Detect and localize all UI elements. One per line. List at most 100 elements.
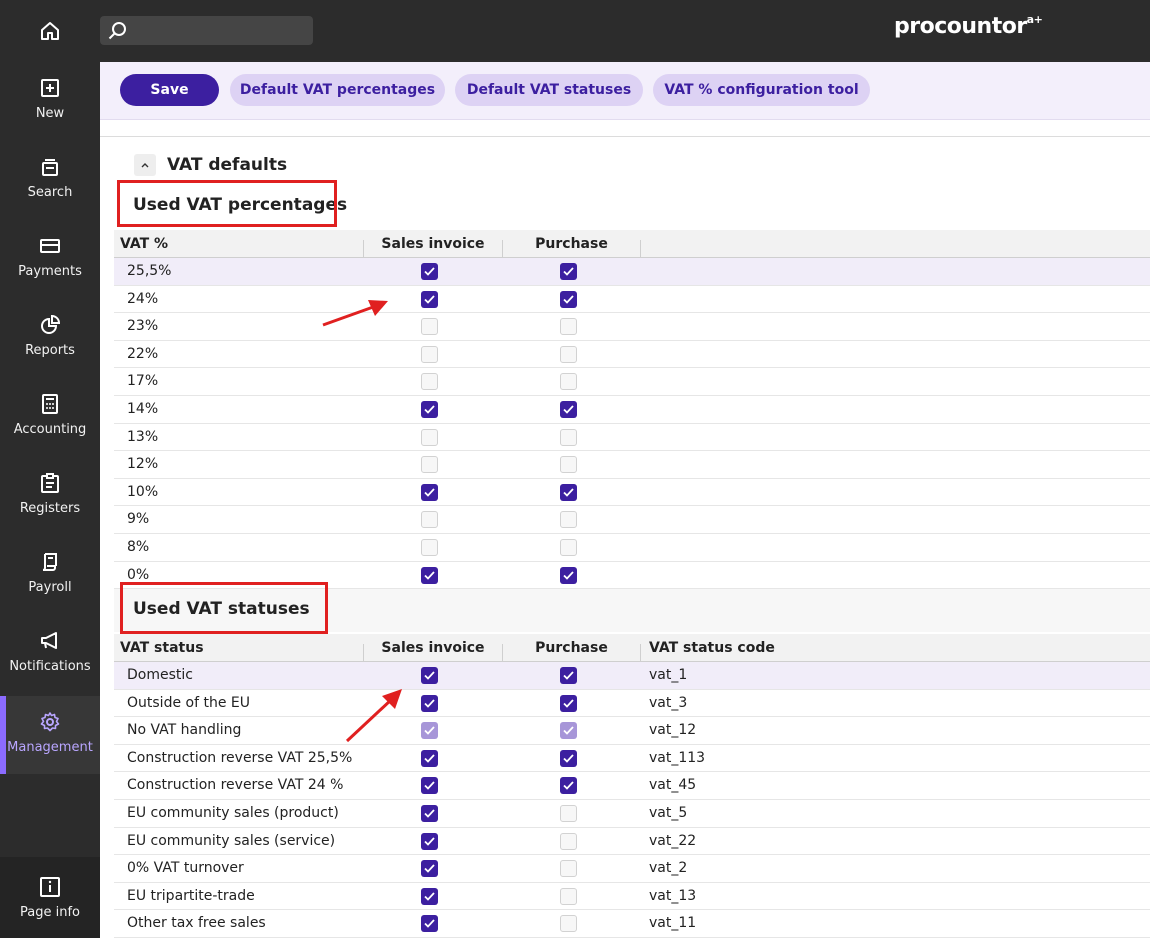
checkbox-unchecked-purchase[interactable] [560, 318, 577, 336]
checkbox-checked-purchase[interactable] [560, 566, 577, 584]
checkbox-unchecked-purchase[interactable] [560, 804, 577, 822]
checkbox-unchecked-sales[interactable] [421, 538, 438, 556]
default-vat-statuses-button[interactable]: Default VAT statuses [455, 74, 643, 106]
checkbox-checked-sales[interactable] [421, 777, 438, 795]
checkbox-unchecked-sales[interactable] [421, 373, 438, 391]
checkbox-unchecked-purchase[interactable] [560, 345, 577, 363]
checkbox-checked-sales[interactable] [421, 694, 438, 712]
home-button[interactable] [0, 0, 100, 62]
sidebar-item-search[interactable]: Search [0, 145, 100, 215]
table-header: VAT % Sales invoice Purchase [114, 230, 1150, 258]
checkbox-checked-sales[interactable] [421, 887, 438, 905]
checkbox-unchecked-purchase[interactable] [560, 860, 577, 878]
check-icon [424, 919, 435, 929]
checkbox-checked-sales[interactable] [421, 832, 438, 850]
checkbox-checked-sales[interactable] [421, 804, 438, 822]
vat-percent-cell: 14% [127, 400, 159, 417]
vat-percent-cell: 9% [127, 511, 150, 528]
checkbox-checked-sales[interactable] [421, 915, 438, 933]
checkbox-checked-purchase[interactable] [560, 263, 577, 280]
checkbox-unchecked-purchase[interactable] [560, 832, 577, 850]
checkbox-checked-sales[interactable] [421, 749, 438, 767]
sidebar-item-label: Notifications [9, 659, 91, 674]
sidebar-item-notifications[interactable]: Notifications [0, 619, 100, 689]
checkbox-unchecked-purchase[interactable] [560, 456, 577, 474]
sidebar-item-management[interactable]: Management [0, 696, 100, 774]
checkbox-checked-sales[interactable] [421, 483, 438, 501]
vat-configuration-tool-button[interactable]: VAT % configuration tool [653, 74, 870, 106]
section-title: VAT defaults [167, 155, 288, 175]
vat-percentages-table: VAT % Sales invoice Purchase 25,5% 24% 23%… [114, 230, 1150, 590]
checkbox-unchecked-sales[interactable] [421, 456, 438, 474]
checkbox-unchecked-purchase[interactable] [560, 428, 577, 446]
checkbox-unchecked-purchase[interactable] [560, 887, 577, 905]
table-row: 24% [114, 286, 1150, 314]
checkbox-checked-sales[interactable] [421, 290, 438, 308]
default-vat-percentages-button[interactable]: Default VAT percentages [230, 74, 445, 106]
collapse-button[interactable] [134, 154, 156, 176]
checkbox-unchecked-sales[interactable] [421, 345, 438, 363]
checkbox-checked-purchase[interactable] [560, 400, 577, 418]
checkbox-unchecked-sales[interactable] [421, 511, 438, 529]
sidebar-item-reports[interactable]: Reports [0, 303, 100, 373]
check-icon [424, 836, 435, 846]
checkbox-unchecked-purchase[interactable] [560, 538, 577, 556]
check-icon [563, 488, 574, 497]
check-icon [424, 698, 435, 708]
check-icon [424, 671, 435, 680]
vat-status-code-cell: vat_12 [649, 722, 697, 739]
checkbox-unchecked-sales[interactable] [421, 428, 438, 446]
checkbox-checked-sales[interactable] [421, 860, 438, 878]
sidebar-item-payroll[interactable]: Payroll [0, 540, 100, 610]
sidebar-item-registers[interactable]: Registers [0, 461, 100, 531]
checkbox-checked-purchase[interactable] [560, 777, 577, 795]
vat-status-cell: EU community sales (service) [127, 832, 336, 849]
vat-status-cell: EU tripartite-trade [127, 887, 255, 904]
pie-chart-icon [41, 315, 60, 334]
sidebar-item-new[interactable]: New [0, 66, 100, 136]
info-icon [40, 877, 60, 897]
sidebar-item-label: Reports [25, 343, 75, 358]
col-sales-invoice: Sales invoice [381, 640, 485, 656]
page-info-button[interactable]: Page info [0, 857, 100, 938]
global-search-input[interactable] [100, 16, 313, 45]
gear-icon [40, 712, 60, 732]
sidebar-item-label: Accounting [13, 422, 87, 437]
check-icon [424, 405, 435, 414]
checkbox-checked-purchase[interactable] [560, 694, 577, 712]
table-row: 9% [114, 506, 1150, 534]
table-row: 22% [114, 341, 1150, 369]
check-icon [424, 892, 435, 901]
save-button[interactable]: Save [120, 74, 219, 106]
checkbox-checked-disabled-sales [421, 722, 438, 740]
column-separator [363, 240, 364, 258]
checkbox-checked-sales[interactable] [421, 566, 438, 584]
check-icon [424, 726, 435, 735]
brand-logo: procountora+ [894, 12, 1043, 39]
checkbox-unchecked-sales[interactable] [421, 318, 438, 336]
check-icon [563, 294, 574, 304]
checkbox-unchecked-purchase[interactable] [560, 915, 577, 933]
checkbox-checked-sales[interactable] [421, 263, 438, 280]
checkbox-checked-purchase[interactable] [560, 667, 577, 684]
col-vat-status-code: VAT status code [649, 640, 775, 656]
table-row: EU tripartite-trade vat_13 [114, 883, 1150, 911]
checkbox-unchecked-purchase[interactable] [560, 373, 577, 391]
sidebar-item-label: Payments [18, 264, 82, 279]
vat-percent-cell: 24% [127, 290, 159, 307]
checkbox-checked-purchase[interactable] [560, 290, 577, 308]
checkbox-checked-purchase[interactable] [560, 483, 577, 501]
checkbox-checked-purchase[interactable] [560, 749, 577, 767]
checkbox-checked-sales[interactable] [421, 400, 438, 418]
col-sales-invoice: Sales invoice [381, 236, 485, 252]
sidebar-item-payments[interactable]: Payments [0, 224, 100, 294]
sidebar-item-accounting[interactable]: Accounting [0, 382, 100, 452]
check-icon [424, 864, 435, 873]
table-row: 17% [114, 368, 1150, 396]
vat-percent-cell: 0% [127, 566, 150, 583]
checkbox-checked-sales[interactable] [421, 667, 438, 684]
table-row: No VAT handling vat_12 [114, 717, 1150, 745]
table-body: 25,5% 24% 23% 22% 17% 14% 13% 12% 10% 9% 8% 0% [114, 258, 1150, 590]
checkbox-unchecked-purchase[interactable] [560, 511, 577, 529]
calculator-icon [42, 394, 58, 414]
